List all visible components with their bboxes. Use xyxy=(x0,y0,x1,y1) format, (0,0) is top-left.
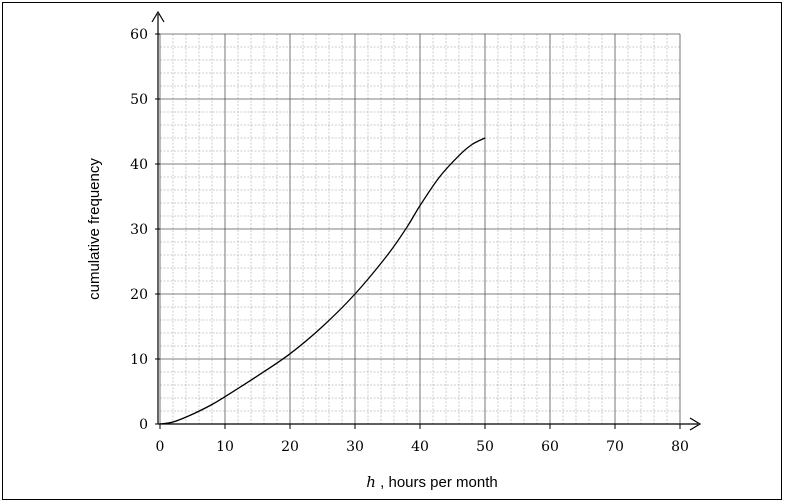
cumulative-frequency-curve xyxy=(159,137,486,425)
y-tick-labels: 0 10 20 30 40 50 60 xyxy=(130,27,160,433)
x-axis-label: h , hours per month xyxy=(366,473,497,491)
y-axis-label: cumulative frequency xyxy=(86,158,103,300)
y-tick-label: 10 xyxy=(130,352,148,368)
y-tick-label: 60 xyxy=(130,27,148,43)
y-tick-label: 20 xyxy=(130,287,148,303)
y-tick-label: 50 xyxy=(130,92,148,108)
x-tick-label: 80 xyxy=(671,439,689,455)
x-tick-label: 50 xyxy=(476,439,494,455)
x-tick-label: 40 xyxy=(411,439,429,455)
y-tick-label: 40 xyxy=(130,157,148,173)
x-tick-label: 70 xyxy=(606,439,624,455)
x-tick-label: 10 xyxy=(216,439,234,455)
x-tick-label: 30 xyxy=(346,439,364,455)
x-tick-label: 20 xyxy=(281,439,299,455)
x-axis-label-text: , hours per month xyxy=(376,474,498,491)
series-layer xyxy=(159,137,486,425)
x-tick-labels: 0 10 20 30 40 50 60 70 80 xyxy=(156,424,689,455)
major-grid xyxy=(159,33,681,425)
y-axis-arrow xyxy=(151,10,165,23)
x-axis-variable: h xyxy=(366,473,376,491)
x-axis-arrow xyxy=(689,417,702,431)
y-tick-label: 0 xyxy=(139,417,148,433)
x-tick-label: 0 xyxy=(156,439,165,455)
axes xyxy=(151,10,702,431)
y-tick-label: 30 xyxy=(130,222,148,238)
x-tick-label: 60 xyxy=(541,439,559,455)
